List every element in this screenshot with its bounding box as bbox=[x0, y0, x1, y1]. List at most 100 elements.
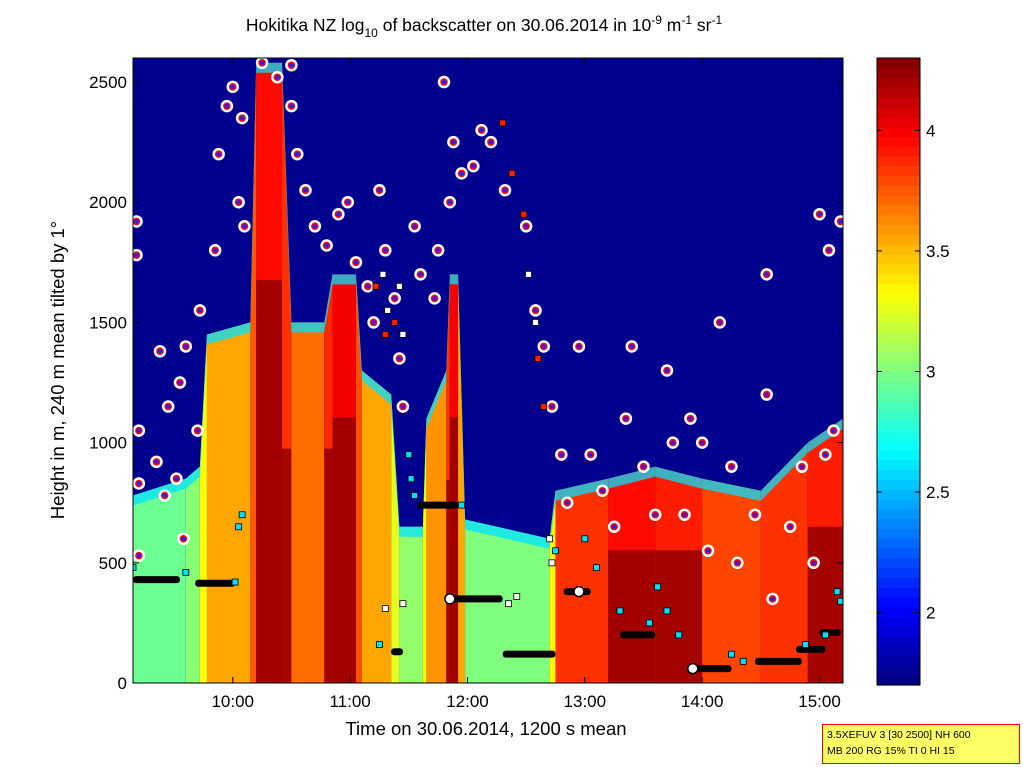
heatmap-column bbox=[422, 418, 427, 683]
heatmap-column-edge bbox=[655, 466, 703, 489]
x-tick-label: 15:00 bbox=[798, 692, 841, 711]
layer-marker-red bbox=[499, 119, 507, 127]
title-unit-m: m bbox=[662, 15, 681, 35]
colorbar: 2 2.5 3 3.5 4 bbox=[876, 57, 950, 686]
heatmap-core bbox=[449, 417, 459, 683]
colorbar-band bbox=[877, 263, 920, 275]
mixing-layer-marker bbox=[195, 579, 236, 587]
info-box-line-2: MB 200 RG 15% TI 0 HI 15 bbox=[827, 745, 955, 757]
heatmap-column-edge bbox=[199, 334, 207, 477]
colorbar-band bbox=[877, 283, 920, 294]
heatmap-column bbox=[760, 442, 808, 683]
aerosol-layer-marker bbox=[235, 523, 243, 531]
mixing-layer-marker bbox=[391, 648, 403, 656]
layer-marker-white bbox=[379, 270, 387, 278]
cloud-base-marker-core bbox=[303, 188, 308, 193]
y-tick-label: 500 bbox=[99, 554, 127, 573]
cloud-base-marker-core bbox=[216, 151, 221, 157]
cloud-base-marker-core bbox=[641, 464, 646, 469]
colorbar-band bbox=[877, 342, 920, 353]
colorbar-band bbox=[877, 214, 920, 226]
y-tick-label: 1000 bbox=[89, 434, 127, 453]
colorbar-band bbox=[877, 381, 920, 392]
cloud-base-marker-core bbox=[275, 75, 280, 80]
colorbar-band bbox=[877, 675, 920, 686]
title-middle: of backscatter on 30.06.2014 in 10 bbox=[378, 15, 652, 35]
colorbar-band bbox=[877, 371, 920, 382]
cloud-base-marker-core bbox=[289, 103, 294, 109]
colorbar-band bbox=[877, 606, 920, 618]
layer-marker-red bbox=[508, 169, 516, 177]
cloud-base-marker-core bbox=[295, 151, 300, 157]
mixing-layer-marker bbox=[796, 645, 826, 653]
cloud-base-marker-core bbox=[197, 308, 203, 313]
title-exponent-3: -1 bbox=[711, 13, 722, 27]
cloud-base-marker-core bbox=[162, 493, 167, 498]
cloud-base-marker-core bbox=[212, 248, 218, 253]
heatmap-column-edge bbox=[282, 62, 292, 333]
title-unit-sr: sr bbox=[692, 15, 712, 35]
title-prefix: Hokitika NZ log bbox=[246, 15, 365, 35]
layer-marker-white bbox=[505, 600, 512, 608]
aerosol-layer-marker bbox=[645, 619, 653, 627]
colorbar-band bbox=[877, 351, 920, 363]
cloud-base-marker-core bbox=[136, 428, 142, 433]
cloud-base-marker-core bbox=[397, 356, 402, 361]
cloud-base-marker-core bbox=[488, 139, 494, 145]
info-box-line-1: 3.5XEFUV 3 [30 2500] NH 600 bbox=[827, 729, 971, 741]
marker-layer bbox=[133, 58, 843, 675]
plot-frame bbox=[132, 57, 844, 684]
colorbar-band bbox=[877, 391, 920, 402]
colorbar-band bbox=[877, 87, 920, 98]
cloud-base-marker-core bbox=[259, 60, 265, 66]
cloud-base-marker-core bbox=[441, 79, 447, 85]
cloud-base-marker-core bbox=[826, 248, 832, 253]
cloud-base-marker-core bbox=[623, 416, 629, 421]
cloud-base-marker-core bbox=[699, 440, 705, 445]
colorbar-tick-label: 4 bbox=[926, 121, 935, 140]
x-tick-label: 11:00 bbox=[329, 692, 370, 711]
heatmap-column-edge bbox=[446, 274, 450, 381]
cloud-base-marker-core bbox=[136, 553, 142, 558]
cloud-base-marker-core bbox=[177, 380, 183, 385]
aerosol-layer-marker bbox=[581, 535, 589, 543]
cloud-base-marker-core bbox=[764, 392, 769, 397]
cloud-base-marker-core bbox=[157, 349, 163, 354]
backscatter-heatmap bbox=[133, 62, 843, 683]
cloud-base-marker-core bbox=[195, 428, 200, 433]
colorbar-band bbox=[877, 155, 920, 167]
cloud-base-marker-core bbox=[400, 404, 406, 409]
heatmap-column-edge bbox=[206, 322, 251, 345]
layer-marker-white bbox=[384, 307, 392, 314]
layer-marker-white bbox=[546, 535, 554, 543]
aerosol-layer-marker bbox=[837, 597, 843, 605]
cloud-base-marker-core bbox=[365, 284, 370, 289]
aerosol-layer-marker bbox=[821, 631, 829, 639]
colorbar-band bbox=[877, 538, 920, 549]
colorbar-tick-label: 2.5 bbox=[926, 483, 950, 502]
x-tick-label: 13:00 bbox=[564, 692, 607, 711]
colorbar-band bbox=[877, 58, 920, 69]
heatmap-column bbox=[555, 478, 609, 683]
colorbar-band bbox=[877, 616, 920, 627]
cloud-base-marker-core bbox=[479, 127, 484, 133]
cloud-base-marker-core bbox=[729, 464, 734, 469]
cloud-base-marker-core bbox=[541, 344, 546, 349]
colorbar-band bbox=[877, 175, 920, 186]
aerosol-layer-marker bbox=[593, 564, 600, 572]
colorbar-band bbox=[877, 596, 920, 608]
heatmap-column bbox=[702, 478, 761, 683]
colorbar-band bbox=[877, 528, 920, 539]
aerosol-layer-marker bbox=[182, 569, 190, 576]
colorbar-tick-label: 3.5 bbox=[926, 242, 950, 261]
layer-marker-red bbox=[391, 319, 399, 326]
title-prefix-subscript: 10 bbox=[364, 26, 378, 40]
heatmap-column-edge bbox=[449, 274, 459, 285]
colorbar-band bbox=[877, 469, 920, 480]
heatmap-core bbox=[655, 550, 703, 683]
aerosol-layer-marker bbox=[405, 451, 413, 459]
layer-marker-white bbox=[532, 319, 539, 326]
colorbar-band bbox=[877, 253, 920, 265]
colorbar-band bbox=[877, 146, 920, 157]
x-axis: 10:00 11:00 12:00 13:00 14:00 15:00 bbox=[211, 58, 841, 711]
